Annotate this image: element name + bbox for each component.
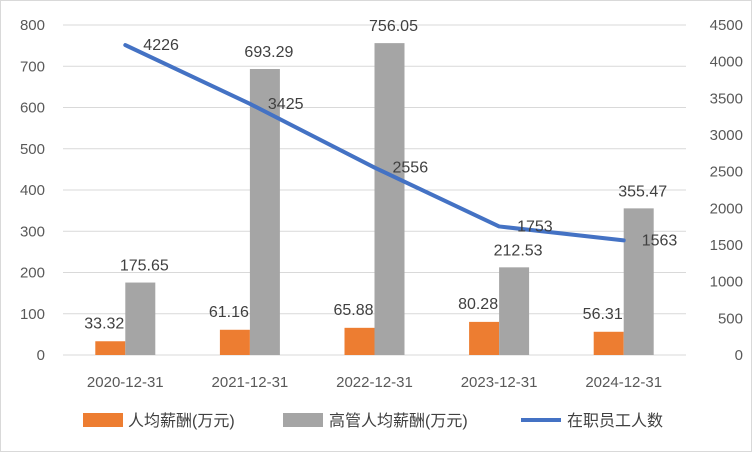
y-left-tick-label: 400	[20, 182, 45, 199]
y-right-tick-label: 2500	[710, 164, 743, 181]
y-left-tick-label: 700	[20, 58, 45, 75]
data-label-avg-salary: 33.32	[84, 315, 124, 332]
y-left-tick-label: 800	[20, 17, 45, 34]
data-label-avg-salary: 61.16	[209, 304, 249, 321]
legend-label-exec-avg-salary: 高管人均薪酬(万元)	[329, 412, 468, 430]
data-label-exec-avg-salary: 756.05	[369, 18, 418, 35]
y-left-tick-label: 0	[37, 347, 45, 364]
y-left-tick-label: 300	[20, 223, 45, 240]
bar-exec-avg-salary	[499, 267, 530, 355]
bar-exec-avg-salary	[623, 208, 654, 355]
y-right-tick-label: 2000	[710, 200, 743, 217]
data-label-exec-avg-salary: 175.65	[120, 258, 169, 275]
data-label-employees: 3425	[268, 96, 304, 113]
bar-avg-salary	[95, 341, 126, 355]
y-left-tick-label: 100	[20, 306, 45, 323]
data-label-employees: 2556	[393, 160, 429, 177]
y-right-tick-label: 1500	[710, 237, 743, 254]
y-right-tick-label: 1000	[710, 274, 743, 291]
y-left-tick-label: 600	[20, 100, 45, 117]
y-right-tick-label: 3500	[710, 90, 743, 107]
y-left-tick-label: 500	[20, 141, 45, 158]
legend-swatch-avg-salary	[83, 413, 123, 427]
data-label-avg-salary: 56.31	[583, 306, 623, 323]
y-right-tick-label: 4500	[710, 17, 743, 34]
x-tick-label: 2020-12-31	[87, 374, 164, 391]
data-label-avg-salary: 80.28	[458, 296, 498, 313]
bar-avg-salary	[219, 329, 250, 355]
x-tick-label: 2023-12-31	[461, 374, 538, 391]
y-right-tick-label: 4000	[710, 54, 743, 71]
y-left-tick-label: 200	[20, 265, 45, 282]
bar-avg-salary	[593, 331, 624, 355]
legend-label-avg-salary: 人均薪酬(万元)	[128, 412, 235, 430]
x-tick-label: 2024-12-31	[585, 374, 662, 391]
y-right-tick-label: 3000	[710, 127, 743, 144]
x-tick-label: 2022-12-31	[336, 374, 413, 391]
bar-avg-salary	[469, 321, 500, 355]
x-tick-label: 2021-12-31	[212, 374, 289, 391]
y-right-tick-label: 0	[735, 347, 743, 364]
legend-swatch-exec-avg-salary	[283, 413, 323, 427]
data-label-employees: 1753	[517, 218, 553, 235]
legend-label-employees: 在职员工人数	[567, 412, 663, 430]
bar-exec-avg-salary	[125, 282, 156, 355]
data-label-exec-avg-salary: 693.29	[244, 44, 293, 61]
data-label-employees: 4226	[143, 37, 179, 54]
bar-exec-avg-salary	[374, 43, 405, 356]
data-label-avg-salary: 65.88	[333, 302, 373, 319]
y-right-tick-label: 500	[718, 310, 743, 327]
data-label-exec-avg-salary: 355.47	[618, 183, 667, 200]
data-label-employees: 1563	[642, 232, 678, 249]
bar-avg-salary	[344, 327, 375, 355]
data-label-exec-avg-salary: 212.53	[494, 242, 543, 259]
